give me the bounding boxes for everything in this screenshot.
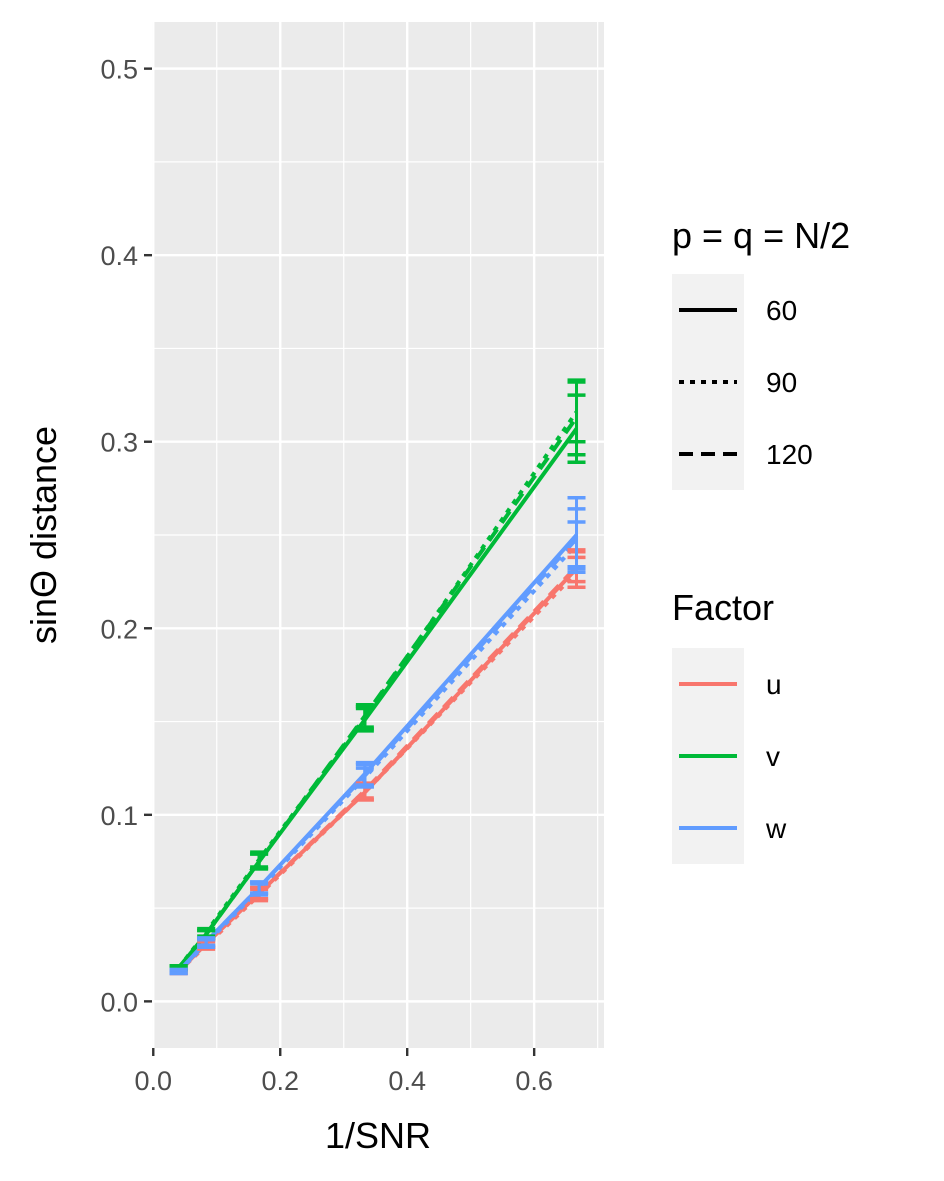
- legend-factor: Factor u v w: [672, 587, 787, 864]
- errorbar-w-120-1: [197, 936, 216, 948]
- errorbar-v-120-2: [250, 852, 269, 871]
- legend-factor-title: Factor: [672, 587, 774, 628]
- legend-label-60: 60: [766, 295, 797, 326]
- legend-label-120: 120: [766, 439, 813, 470]
- grid-minor: [152, 22, 604, 1048]
- y-tick-label-0: 0.0: [100, 987, 138, 1017]
- grid-major: [152, 22, 604, 1048]
- x-tick-label-2: 0.4: [388, 1066, 426, 1096]
- error-bars: [169, 378, 586, 976]
- errorbar-w-120-0: [169, 967, 188, 976]
- y-axis: 0.0 0.1 0.2 0.3 0.4 0.5: [100, 55, 152, 1017]
- legend-label-w: w: [765, 813, 787, 844]
- errorbar-v-120-4: [567, 378, 586, 457]
- legend-linetype: p = q = N/2 60 90 120: [672, 215, 850, 490]
- errorbar-w-120-4: [567, 507, 586, 571]
- y-tick-label-1: 0.1: [100, 801, 138, 831]
- y-tick-label-2: 0.2: [100, 614, 138, 644]
- y-tick-label-4: 0.4: [100, 241, 138, 271]
- y-axis-title: sinΘ distance: [23, 426, 64, 644]
- x-axis: 0.0 0.2 0.4 0.6: [134, 1048, 553, 1096]
- errorbar-w-120-3: [355, 762, 374, 789]
- legend-label-v: v: [766, 741, 780, 772]
- y-tick-label-5: 0.5: [100, 55, 138, 85]
- legend-label-90: 90: [766, 367, 797, 398]
- errorbar-v-120-3: [355, 703, 374, 729]
- y-tick-label-3: 0.3: [100, 428, 138, 458]
- x-tick-label-3: 0.6: [515, 1066, 553, 1096]
- errorbar-w-120-2: [250, 880, 269, 895]
- x-tick-label-0: 0.0: [134, 1066, 172, 1096]
- legend-linetype-title: p = q = N/2: [672, 215, 850, 256]
- x-axis-title: 1/SNR: [325, 1115, 431, 1156]
- legend-label-u: u: [766, 669, 782, 700]
- x-tick-label-1: 0.2: [261, 1066, 299, 1096]
